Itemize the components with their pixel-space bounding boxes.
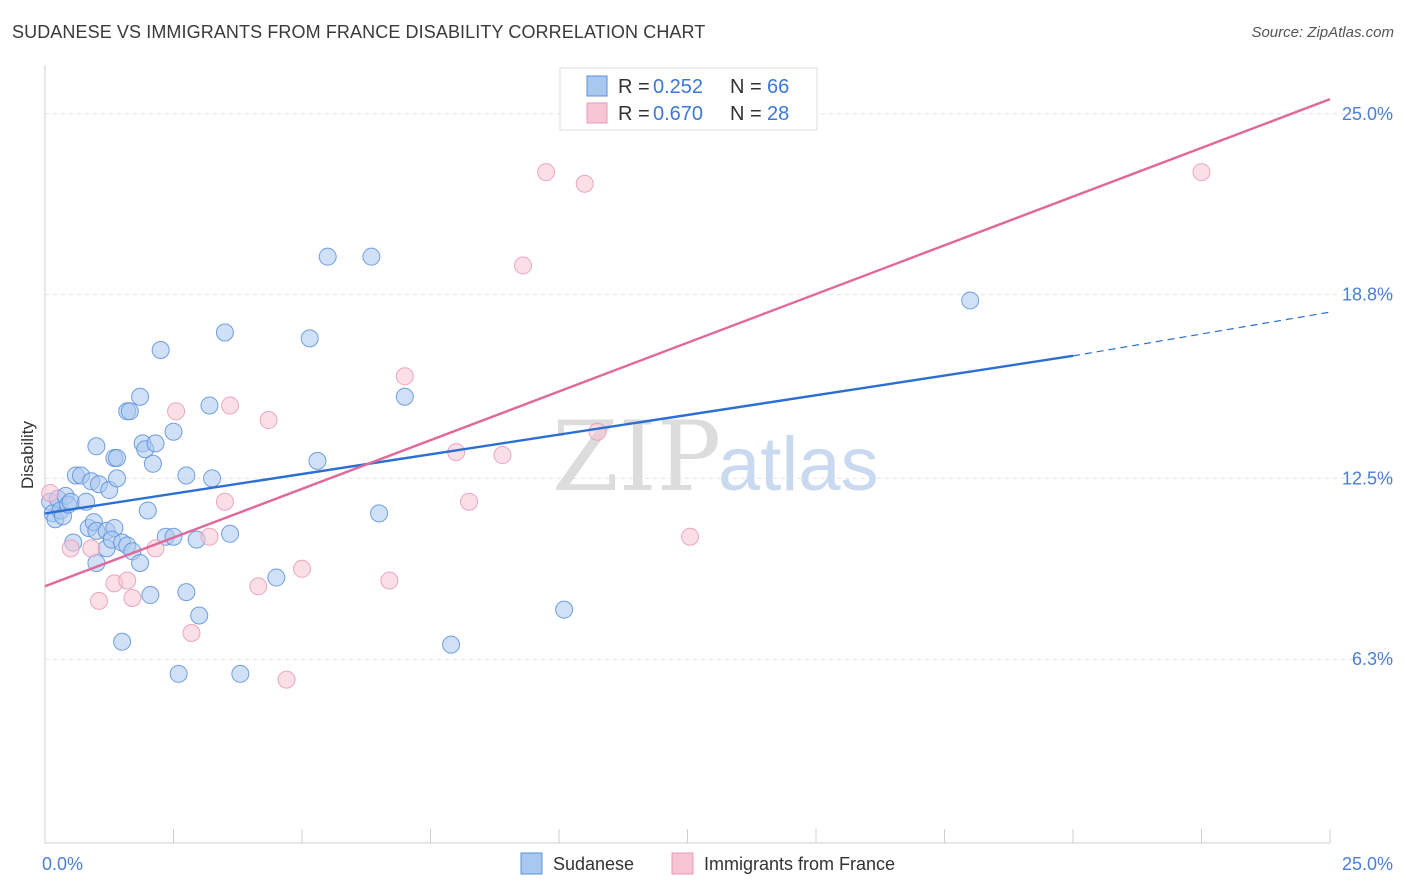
trend-lines — [44, 98, 1331, 588]
y-tick-label-0: 6.3% — [1352, 649, 1393, 669]
stats-r-value-sudanese: 0.252 — [653, 76, 703, 98]
legend-label-immigrants-from-france: Immigrants from France — [704, 854, 895, 874]
x-tick-label-0: 0.0% — [42, 854, 83, 874]
point-sudanese-39 — [141, 586, 160, 605]
stats-r-label-immigrants-from-france: R = — [618, 103, 650, 125]
stats-n-label-immigrants-from-france: N = — [730, 103, 762, 125]
point-immigrants-from-france-24 — [575, 174, 594, 193]
point-sudanese-61 — [370, 504, 389, 523]
point-immigrants-from-france-23 — [537, 163, 556, 182]
y-axis-label: Disability — [18, 420, 37, 489]
point-sudanese-57 — [300, 329, 319, 348]
y-tick-labels: 6.3% 12.5% 18.8% 25.0% — [1342, 104, 1393, 669]
point-sudanese-27 — [107, 469, 126, 488]
source-label: Source: ZipAtlas.com — [1251, 24, 1394, 41]
point-sudanese-26 — [107, 448, 126, 467]
point-sudanese-38 — [138, 501, 157, 520]
stats-r-label-sudanese: R = — [618, 76, 650, 98]
y-tick-label-2: 18.8% — [1342, 285, 1393, 305]
point-immigrants-from-france-22 — [514, 256, 533, 275]
point-sudanese-48 — [177, 466, 196, 485]
legend-label-sudanese: Sudanese — [553, 854, 634, 874]
point-immigrants-from-france-10 — [200, 527, 219, 546]
point-sudanese-56 — [267, 568, 286, 587]
y-tick-label-3: 25.0% — [1342, 104, 1393, 124]
watermark-zip: ZIP — [552, 401, 721, 513]
trend-line-sudanese-extension — [1072, 311, 1331, 357]
point-immigrants-from-france-12 — [221, 396, 240, 415]
point-sudanese-62 — [395, 387, 414, 406]
stats-n-value-immigrants-from-france: 28 — [767, 103, 789, 125]
point-sudanese-53 — [215, 323, 234, 342]
point-immigrants-from-france-13 — [249, 577, 268, 596]
point-sudanese-63 — [442, 635, 461, 654]
point-immigrants-from-france-15 — [277, 670, 296, 689]
point-sudanese-55 — [231, 664, 250, 683]
point-sudanese-41 — [146, 434, 165, 453]
point-sudanese-35 — [131, 387, 150, 406]
watermark: ZIP atlas — [552, 401, 879, 513]
point-immigrants-from-france-21 — [493, 446, 512, 465]
point-immigrants-from-france-8 — [167, 402, 186, 421]
point-immigrants-from-france-25 — [588, 422, 607, 441]
point-sudanese-19 — [87, 437, 106, 456]
point-immigrants-from-france-1 — [61, 539, 80, 558]
point-sudanese-60 — [362, 247, 381, 266]
point-sudanese-65 — [961, 291, 980, 310]
point-immigrants-from-france-3 — [89, 591, 108, 610]
stats-n-label-sudanese: N = — [730, 76, 762, 98]
stats-n-value-sudanese: 66 — [767, 76, 789, 98]
chart-title: SUDANESE VS IMMIGRANTS FROM FRANCE DISAB… — [12, 22, 706, 42]
point-sudanese-34 — [131, 553, 150, 572]
y-tick-label-1: 12.5% — [1342, 468, 1393, 488]
point-immigrants-from-france-20 — [460, 492, 479, 511]
point-immigrants-from-france-27 — [1192, 163, 1211, 182]
stats-swatch-sudanese — [586, 75, 608, 97]
point-immigrants-from-france-9 — [182, 623, 201, 642]
legend-swatch-sudanese — [520, 852, 543, 875]
point-sudanese-51 — [200, 396, 219, 415]
stats-legend: R = 0.252 N = 66 R = 0.670 N = 28 — [559, 67, 818, 131]
trend-line-sudanese — [44, 354, 1074, 515]
point-immigrants-from-france-0 — [41, 483, 60, 502]
point-sudanese-64 — [555, 600, 574, 619]
stats-r-value-immigrants-from-france: 0.670 — [653, 103, 703, 125]
point-immigrants-from-france-18 — [395, 367, 414, 386]
point-sudanese-28 — [113, 632, 132, 651]
watermark-atlas: atlas — [718, 422, 879, 507]
point-immigrants-from-france-17 — [380, 571, 399, 590]
point-sudanese-59 — [318, 247, 337, 266]
point-immigrants-from-france-6 — [123, 588, 142, 607]
point-sudanese-47 — [177, 583, 196, 602]
point-sudanese-58 — [308, 451, 327, 470]
legend-swatch-immigrants-from-france — [671, 852, 694, 875]
point-immigrants-from-france-11 — [215, 492, 234, 511]
point-immigrants-from-france-14 — [259, 411, 278, 430]
x-tick-label-1: 25.0% — [1342, 854, 1393, 874]
point-sudanese-50 — [190, 606, 209, 625]
point-immigrants-from-france-26 — [681, 527, 700, 546]
gridlines — [45, 113, 1395, 660]
point-sudanese-40 — [143, 454, 162, 473]
point-immigrants-from-france-16 — [293, 559, 311, 578]
series-legend: Sudanese Immigrants from France — [520, 852, 895, 875]
point-sudanese-46 — [169, 664, 188, 683]
stats-swatch-immigrants-from-france — [586, 102, 608, 124]
point-sudanese-54 — [221, 524, 240, 543]
x-tick-labels: 0.0% 25.0% — [42, 854, 1393, 874]
point-sudanese-42 — [151, 341, 170, 360]
point-sudanese-52 — [203, 469, 222, 488]
axes — [44, 65, 1331, 844]
point-sudanese-44 — [164, 422, 183, 441]
trend-line-immigrants-from-france — [44, 98, 1331, 588]
point-immigrants-from-france-2 — [82, 539, 101, 558]
point-immigrants-from-france-5 — [118, 571, 137, 590]
point-sudanese-32 — [120, 402, 139, 421]
